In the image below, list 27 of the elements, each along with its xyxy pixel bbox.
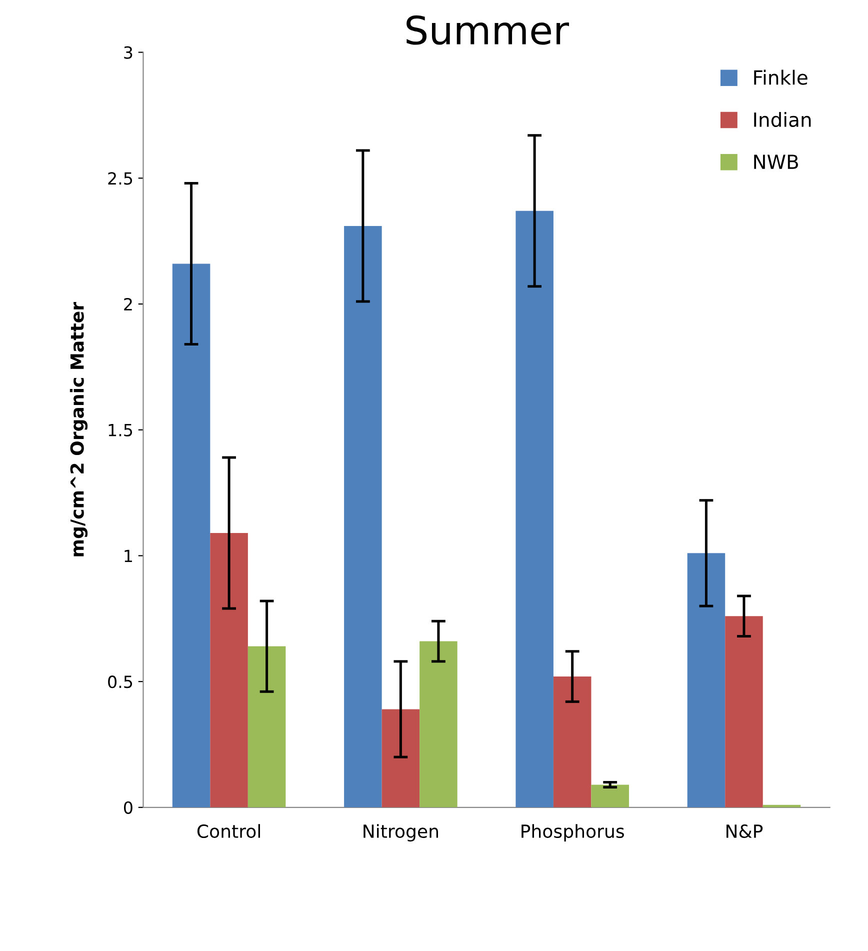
y-tick-label: 3 [124, 46, 132, 59]
y-axis-title: mg/cm^2 Organic Matter [70, 302, 88, 556]
legend-label: Indian [754, 112, 811, 128]
x-tick-label: Control [197, 824, 260, 838]
legend-label: NWB [754, 154, 798, 169]
y-tick-label: 1.5 [108, 424, 132, 436]
y-tick-label: 2.5 [108, 172, 132, 185]
bar [687, 553, 726, 808]
bar [248, 646, 286, 808]
y-tick-label: 1 [124, 550, 132, 562]
bar [725, 616, 763, 808]
x-tick-label: Phosphorus [522, 824, 624, 842]
legend-label: Finkle [754, 70, 808, 85]
y-tick-label: 2 [124, 298, 132, 310]
bar [382, 709, 420, 808]
y-tick-label: 0.5 [108, 676, 132, 688]
bar [172, 264, 210, 808]
chart-title: Summer [406, 15, 570, 45]
bar [553, 676, 592, 808]
x-tick-label: Nitrogen [364, 824, 438, 842]
y-tick-label: 0 [124, 801, 132, 814]
bar [591, 784, 629, 808]
bar [420, 641, 458, 808]
x-tick-label: N&P [726, 824, 763, 838]
bar [516, 210, 554, 808]
bar [344, 226, 382, 808]
bar [210, 533, 248, 808]
